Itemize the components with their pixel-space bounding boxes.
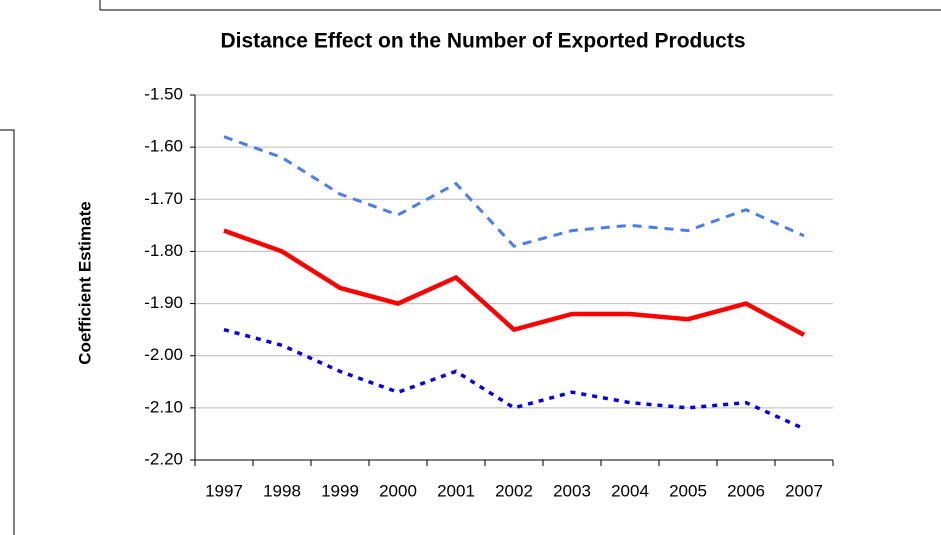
x-tick-label: 2001 — [437, 481, 475, 500]
y-tick-label: -1.50 — [144, 84, 183, 103]
x-tick-label: 2004 — [611, 481, 649, 500]
x-tick-label: 2002 — [495, 481, 533, 500]
y-tick-label: -2.20 — [144, 449, 183, 468]
x-tick-label: 2005 — [669, 481, 707, 500]
x-tick-label: 2003 — [553, 481, 591, 500]
x-tick-label: 1998 — [263, 481, 301, 500]
chart-title: Distance Effect on the Number of Exporte… — [220, 30, 745, 53]
y-tick-label: -1.60 — [144, 137, 183, 156]
x-tick-label: 1999 — [321, 481, 359, 500]
series-line — [223, 135, 805, 248]
x-tick-label: 2007 — [785, 481, 823, 500]
y-tick-label: -1.90 — [144, 293, 183, 312]
y-tick-label: -2.10 — [144, 397, 183, 416]
x-tick-label: 1997 — [205, 481, 243, 500]
y-tick-label: -1.70 — [144, 189, 183, 208]
series-line — [223, 327, 805, 431]
y-tick-label: -1.80 — [144, 241, 183, 260]
series-line — [223, 228, 806, 337]
y-axis-label: Coefficient Estimate — [75, 201, 94, 364]
y-tick-label: -2.00 — [144, 345, 183, 364]
x-tick-label: 2000 — [379, 481, 417, 500]
x-tick-label: 2006 — [727, 481, 765, 500]
